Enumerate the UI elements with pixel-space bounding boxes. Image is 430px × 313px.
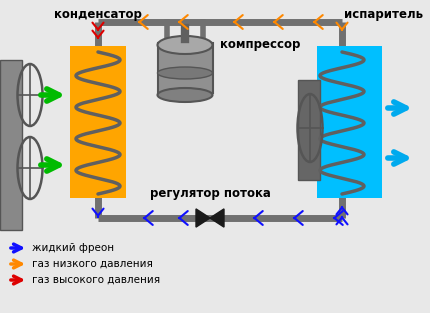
Ellipse shape (157, 67, 212, 79)
Text: конденсатор: конденсатор (54, 8, 142, 21)
Bar (70, 46, 126, 198)
Bar (317, 46, 382, 198)
Ellipse shape (157, 88, 212, 102)
Text: регулятор потока: регулятор потока (150, 187, 270, 200)
Bar (0, 60, 22, 230)
Text: газ низкого давления: газ низкого давления (32, 259, 153, 269)
Polygon shape (210, 209, 224, 227)
Text: компрессор: компрессор (220, 38, 301, 51)
Text: жидкий фреон: жидкий фреон (32, 243, 114, 253)
Bar (158, 43, 213, 93)
Text: испаритель: испаритель (344, 8, 423, 21)
Ellipse shape (157, 36, 212, 54)
Bar (298, 80, 320, 180)
Text: газ высокого давления: газ высокого давления (32, 275, 160, 285)
Polygon shape (196, 209, 210, 227)
